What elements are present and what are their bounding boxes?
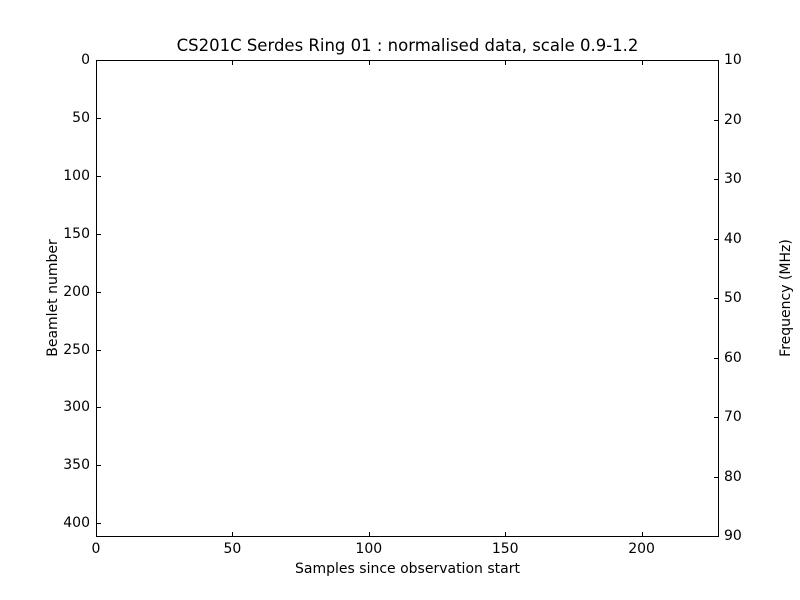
y-left-tick-mark	[97, 233, 101, 235]
y-right-tick-mark	[714, 417, 718, 418]
plot-area	[96, 60, 719, 537]
y-right-tick-mark	[714, 119, 718, 121]
y-right-tick-mark	[714, 298, 718, 299]
x-tick-mark-top	[641, 61, 643, 65]
y-left-tick-label: 400	[63, 515, 90, 532]
x-tick-mark-top	[232, 61, 234, 65]
y-left-tick-mark	[97, 291, 101, 293]
y-left-tick-mark	[97, 60, 101, 61]
y-right-tick-mark	[714, 60, 718, 61]
y-right-tick-mark	[714, 476, 718, 478]
y-right-tick-label: 30	[724, 171, 742, 187]
y-left-tick-label: 250	[63, 341, 90, 358]
x-tick-mark-top	[96, 61, 97, 65]
y-right-tick-label: 60	[724, 349, 742, 366]
y-right-tick-label: 90	[724, 528, 742, 544]
y-right-tick-label: 70	[724, 409, 742, 425]
x-tick-mark-bottom	[232, 532, 234, 536]
x-tick-label: 100	[355, 541, 383, 557]
y-left-tick-mark	[97, 349, 101, 351]
x-tick-label: 150	[491, 541, 519, 557]
y-left-tick-mark	[97, 523, 101, 525]
x-axis-label: Samples since observation start	[295, 561, 520, 577]
x-tick-mark-bottom	[368, 532, 370, 536]
y-left-tick-label: 300	[63, 399, 90, 416]
chart-title: CS201C Serdes Ring 01 : normalised data,…	[176, 36, 639, 55]
y-right-tick-mark	[714, 536, 718, 537]
y-right-tick-mark	[714, 357, 718, 359]
x-tick-mark-bottom	[505, 532, 507, 536]
y-left-tick-label: 100	[63, 167, 90, 184]
y-axis-label-left: Beamlet number	[45, 239, 61, 357]
y-left-tick-label: 0	[81, 52, 90, 68]
x-tick-mark-top	[368, 61, 370, 65]
y-left-tick-label: 350	[63, 457, 90, 474]
y-right-tick-label: 40	[724, 230, 742, 247]
y-right-tick-mark	[714, 238, 718, 240]
y-left-tick-label: 50	[72, 109, 90, 126]
y-right-tick-mark	[714, 179, 718, 180]
y-left-tick-mark	[97, 465, 101, 467]
x-tick-mark-bottom	[96, 532, 97, 536]
y-right-tick-label: 80	[724, 468, 742, 485]
y-right-tick-label: 50	[724, 290, 742, 306]
x-tick-label: 50	[223, 541, 242, 557]
x-tick-mark-top	[505, 61, 507, 65]
x-tick-label: 0	[91, 541, 101, 557]
y-right-tick-label: 20	[724, 111, 742, 128]
y-left-tick-mark	[97, 175, 101, 177]
x-tick-mark-bottom	[641, 532, 643, 536]
y-left-tick-mark	[97, 117, 101, 119]
y-left-tick-label: 200	[63, 283, 90, 300]
y-right-tick-label: 10	[724, 52, 742, 68]
y-left-tick-mark	[97, 407, 101, 409]
x-tick-label: 200	[628, 541, 655, 557]
y-left-tick-label: 150	[63, 225, 90, 242]
y-axis-label-right: Frequency (MHz)	[778, 239, 794, 357]
